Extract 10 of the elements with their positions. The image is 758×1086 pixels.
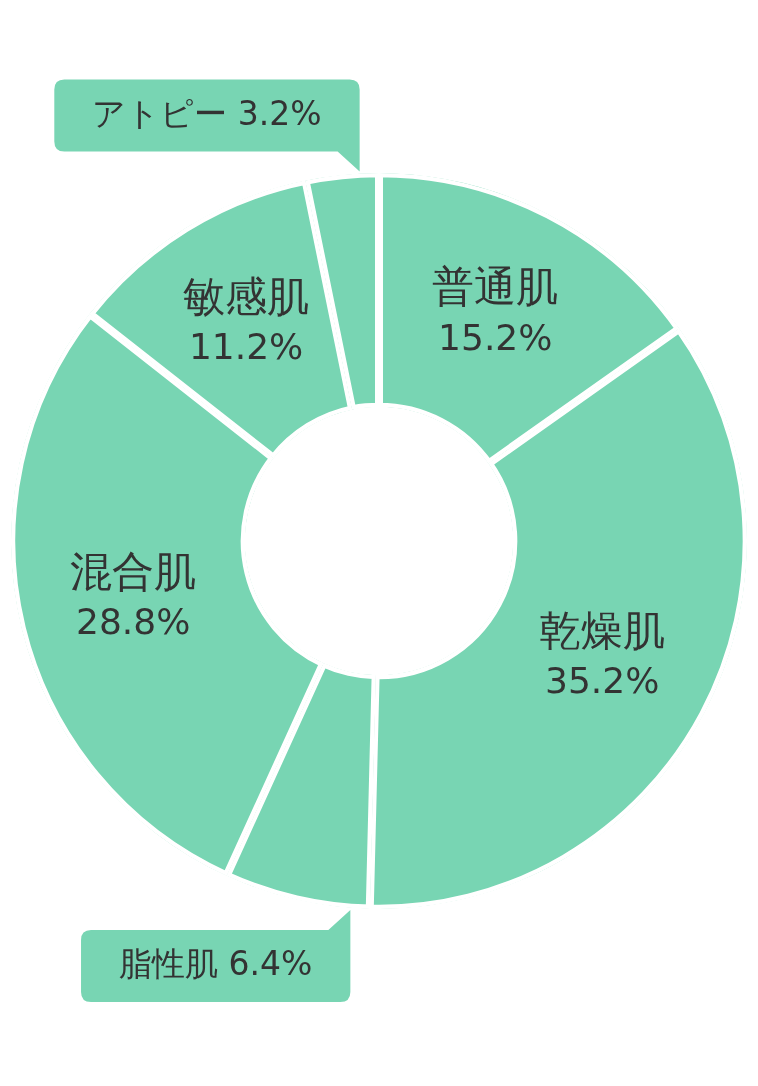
- data-label: 35.2%: [545, 660, 660, 702]
- slice-label: アトピー 3.2%: [92, 94, 322, 134]
- slice-label: 乾燥肌: [539, 605, 666, 655]
- slice-label: 混合肌: [70, 546, 197, 596]
- data-label: 15.2%: [438, 316, 553, 358]
- data-label: 28.8%: [75, 601, 191, 643]
- data-label: 11.2%: [188, 326, 304, 368]
- slice-label: 脂性肌 6.4%: [119, 944, 313, 984]
- slice-label: 普通肌: [432, 262, 559, 312]
- slice-label: 敏感肌: [183, 271, 310, 321]
